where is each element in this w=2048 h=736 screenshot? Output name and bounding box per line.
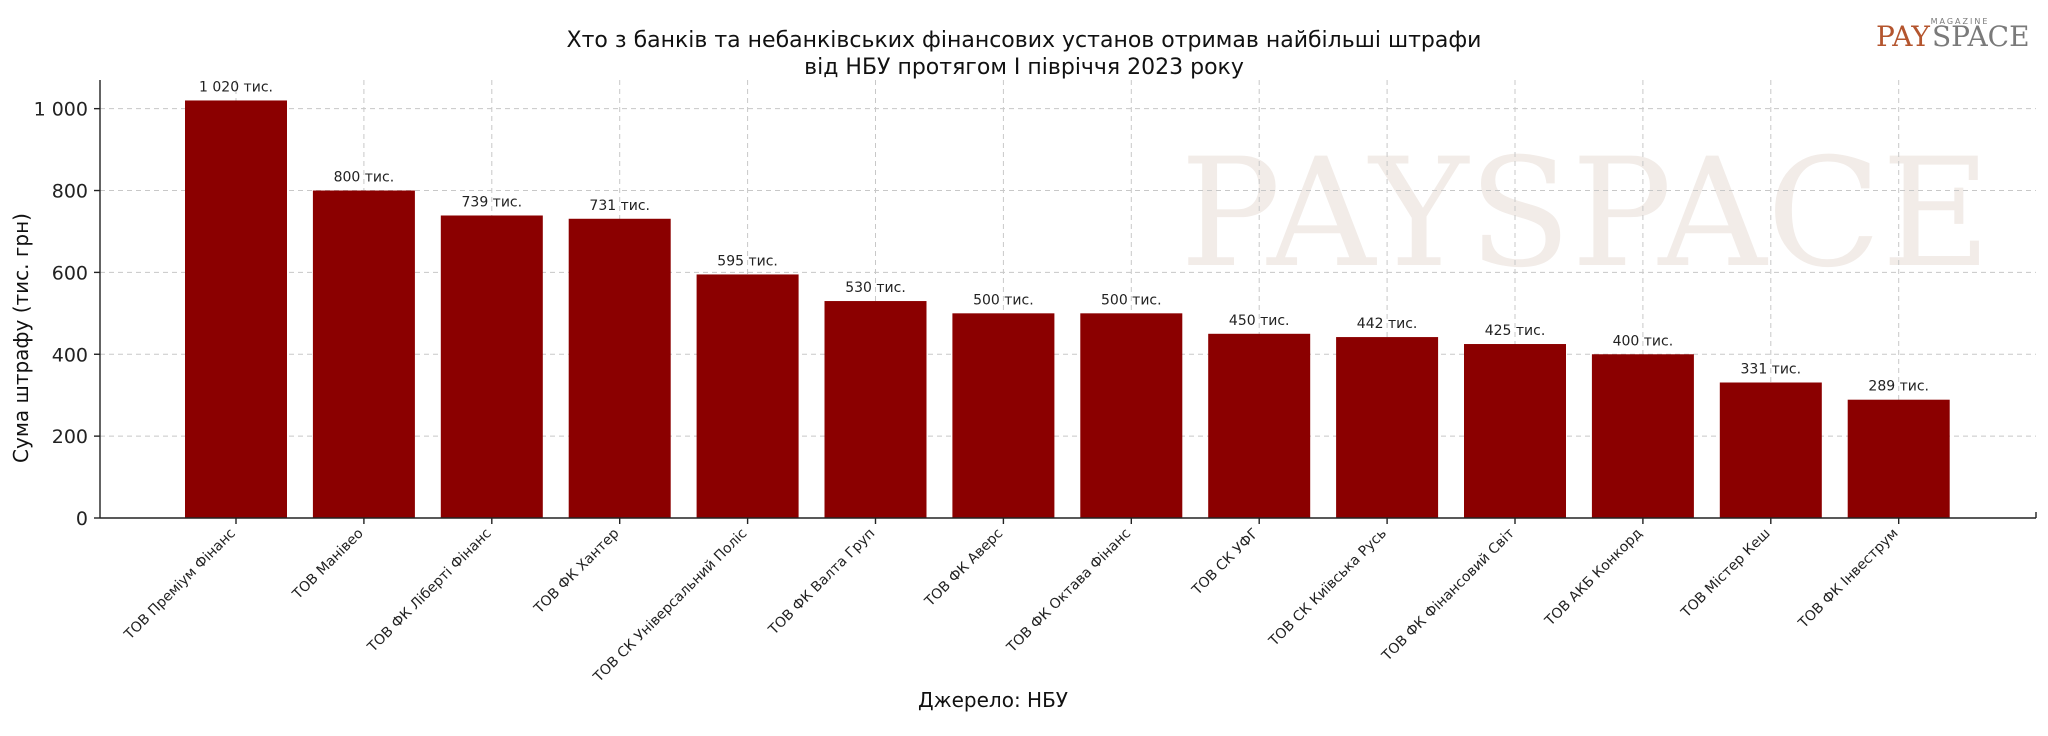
bar-value-label: 500 тис. [973,292,1034,308]
bar-value-label: 442 тис. [1357,316,1418,332]
bar-value-label: 595 тис. [717,253,778,269]
y-tick-label: 0 [76,508,88,530]
x-tick-label: ТОВ ФК Фінансовий Світ [1378,526,1517,665]
payspace-logo: MAGAZINE PAY SPACE [1876,17,2030,53]
axes [99,80,2037,519]
bar-value-label: 800 тис. [334,170,395,186]
y-axis-label: Сума штрафу (тис. грн) [9,213,33,463]
y-tick-label: 200 [52,426,88,448]
y-tick-label: 400 [52,344,88,366]
y-tick-label: 800 [52,181,88,203]
x-tick-label: ТОВ АКБ Конкорд [1541,526,1645,630]
bar [1719,382,1822,518]
bar [1464,344,1566,518]
bar-value-label: 450 тис. [1229,313,1290,329]
logo-text-space: SPACE [1932,20,2030,53]
watermark-text: PAYSPACE [1180,127,1991,301]
bar-value-label: 400 тис. [1613,333,1674,349]
logo-tagline: MAGAZINE [1931,17,1990,26]
bars [185,100,1950,519]
bar [312,190,415,518]
chart-title-line-2: від НБУ протягом І півріччя 2023 року [804,55,1244,80]
y-tick-label: 600 [52,262,88,284]
chart-title-line-1: Хто з банків та небанківських фінансових… [567,28,1482,53]
x-tick-label: ТОВ СК Універсальний Поліс [590,526,751,687]
x-tick-label: ТОВ ФК Валта Груп [765,526,878,639]
x-tick-label: ТОВ Преміум Фінанс [121,526,239,644]
grid [100,80,2036,518]
bar-value-label: 289 тис. [1868,379,1929,395]
y-axis-ticks: 0 200 400 600 800 1 000 [34,99,100,530]
x-tick-label: ТОВ ФК Аверс [921,526,1006,611]
x-tick-label: ТОВ СК УФГ [1189,526,1262,599]
x-tick-label: ТОВ ФК Ліберті Фінанс [364,526,495,657]
bar-value-label: 500 тис. [1101,292,1162,308]
x-tick-label: ТОВ ФК Хантер [531,525,623,617]
bar [1080,313,1183,518]
bar [824,301,927,518]
x-tick-label: ТОВ ФК Інвеструм [1795,526,1902,633]
bar [696,274,799,518]
bar [568,218,671,518]
bar [1847,399,1950,518]
x-tick-label: ТОВ ФК Октава Фінанс [1003,526,1134,657]
bar [440,215,543,518]
bar [1336,337,1439,518]
bar [952,313,1055,518]
bar-value-label: 739 тис. [462,194,523,210]
bar-value-label: 530 тис. [845,280,906,296]
data-labels: 1 020 тис. 800 тис. 739 тис. 731 тис. 595 ти… [199,79,1929,394]
bar-value-label: 425 тис. [1485,323,1546,339]
bar [1208,333,1311,518]
bar-value-label: 731 тис. [589,198,650,214]
source-text: Джерело: НБУ [918,688,1068,712]
bar [185,100,287,519]
x-tick-label: ТОВ СК Київська Русь [1265,526,1390,651]
bar-value-label: 331 тис. [1741,362,1802,378]
logo-text-pay: PAY [1876,20,1930,53]
x-tick-label: ТОВ Манівео [289,526,367,604]
y-tick-label: 1 000 [34,99,88,121]
bar-value-label: 1 020 тис. [199,79,273,95]
bar [1591,354,1694,518]
x-tick-label: ТОВ Містер Кеш [1678,526,1774,622]
